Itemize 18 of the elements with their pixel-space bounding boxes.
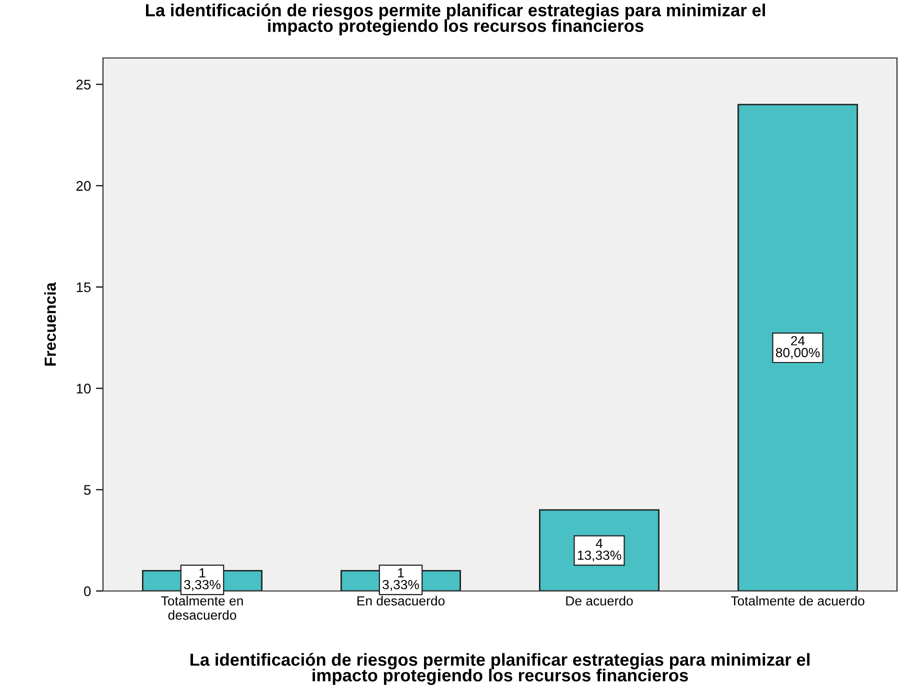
y-tick-label: 10 <box>76 384 91 394</box>
x-axis-title: La identificación de riesgos permite planificar estrategias para minimizar el impacto protegiendo los recursos financieros <box>190 652 810 685</box>
y-tick-label: 25 <box>76 80 91 90</box>
x-tick-label: Totalmente en desacuerdo <box>161 596 243 620</box>
y-tick-label: 0 <box>84 586 91 596</box>
bar <box>738 104 858 591</box>
x-tick-label: Totalmente de acuerdo <box>730 596 864 606</box>
data-label: 1 3,33% <box>184 568 220 591</box>
y-axis-title: Frecuencia <box>44 282 56 366</box>
y-tick-label: 15 <box>76 282 91 292</box>
data-label: 1 3,33% <box>382 568 419 591</box>
y-tick-label: 20 <box>76 181 91 191</box>
y-tick-label: 5 <box>84 485 91 495</box>
x-tick-label: En desacuerdo <box>357 596 445 606</box>
x-tick-label: De acuerdo <box>566 596 633 606</box>
data-label: 24 80,00% <box>776 336 820 359</box>
chart-title: La identificación de riesgos permite planificar estrategias para minimizar el impacto protegiendo los recursos financieros <box>146 3 765 36</box>
data-label: 4 13,33% <box>578 538 622 562</box>
